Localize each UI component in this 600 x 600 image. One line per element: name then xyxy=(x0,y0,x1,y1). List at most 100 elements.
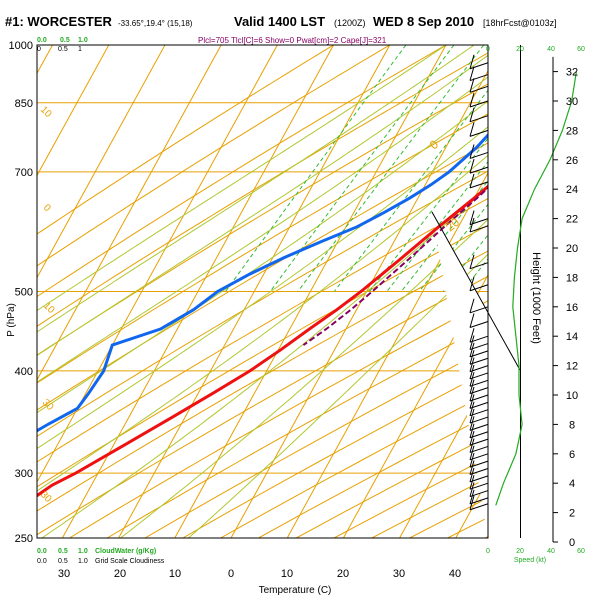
height-tick-label: 16 xyxy=(566,302,578,314)
speed-tick-top: 20 xyxy=(516,46,524,53)
wind-barb xyxy=(469,416,489,424)
moist-adiabat-lines xyxy=(37,45,488,538)
wind-barb xyxy=(469,365,489,373)
dry-adiabat xyxy=(69,300,488,538)
pressure-tick-label: 850 xyxy=(15,98,33,110)
temperature-tick-label: 20 xyxy=(337,568,349,580)
wind-barb-flag xyxy=(469,386,475,402)
dry-adiabat xyxy=(106,324,488,538)
wind-barb xyxy=(469,350,489,358)
cloud-scale-bottom: 0.0 0.5 1.0 CloudWater (g/Kg) 0.0 0.5 1.… xyxy=(37,548,165,565)
cloudwater-caption: CloudWater (g/Kg) xyxy=(95,548,156,555)
temperature-tick-label: 40 xyxy=(449,568,461,580)
mixing-ratio-line xyxy=(269,45,455,292)
moist-adiabat-label: 20 xyxy=(319,536,332,549)
wind-barb-flag xyxy=(469,210,475,225)
temperature-axis: 30 20 10 0 10 20 30 40 xyxy=(58,568,461,580)
height-axis-label: Height (1000 Feet) xyxy=(530,252,542,344)
pressure-tick-label: 500 xyxy=(15,287,33,299)
wind-barb xyxy=(469,460,489,468)
temperature-tick-label: 30 xyxy=(58,568,70,580)
cloudwater-tick-bottom: 1.0 xyxy=(78,548,88,555)
temperature-tick-label: 0 xyxy=(228,568,234,580)
speed-tick-bottom: 40 xyxy=(547,548,555,555)
height-tick-label: 32 xyxy=(566,67,578,79)
moist-adiabat xyxy=(37,154,488,492)
wind-barb-flag xyxy=(469,254,475,269)
wind-barb-flag xyxy=(469,335,475,350)
moist-adiabat-label: 15 xyxy=(283,536,296,549)
wind-barbs xyxy=(469,54,489,511)
wind-barb xyxy=(469,445,489,453)
wind-barb xyxy=(469,409,489,417)
wind-barb-flag xyxy=(469,313,475,328)
wind-barb-flag xyxy=(469,438,475,453)
moist-adiabat-label: 20 xyxy=(363,536,376,549)
dry-adiabat xyxy=(37,113,488,384)
wind-barb xyxy=(469,423,489,431)
wind-barb-flag xyxy=(469,78,475,93)
station-coords: -33.65°,19.4° (15,18) xyxy=(118,19,193,28)
temperature-tick-label: 20 xyxy=(114,568,126,580)
wind-barb-flag xyxy=(469,408,475,424)
height-tick-label: 4 xyxy=(569,478,575,490)
wind-barb-flag xyxy=(469,445,475,460)
cloudiness-tick-top: 0 xyxy=(37,46,41,53)
cloudiness-tick-bottom: 0.0 xyxy=(37,558,47,565)
isotherm xyxy=(118,45,391,538)
wind-barb-flag xyxy=(469,482,475,497)
moist-adiabat xyxy=(37,45,475,333)
wind-barb xyxy=(469,85,489,93)
wind-barb-flag xyxy=(469,379,475,394)
dry-adiabat xyxy=(144,347,488,538)
wind-barb-flag xyxy=(469,453,475,468)
wind-barb xyxy=(469,262,489,270)
wind-barb-flag xyxy=(469,144,475,159)
wind-barb-flag xyxy=(469,489,475,505)
height-tick-label: 30 xyxy=(566,96,578,108)
isotherm xyxy=(286,171,488,538)
speed-tick-top: 40 xyxy=(547,46,555,53)
wind-barb xyxy=(469,503,489,511)
forecast-hour: [18hrFcst@0103z] xyxy=(483,18,557,28)
wind-barb-flag xyxy=(469,357,475,372)
valid-time: Valid 1400 LST xyxy=(234,14,325,29)
mixing-ratio-line xyxy=(442,234,488,292)
wind-barb xyxy=(469,151,489,159)
dry-adiabat xyxy=(37,250,488,512)
wind-barb xyxy=(469,335,489,343)
wind-barb-flag xyxy=(469,364,475,380)
speed-tick-bottom: 60 xyxy=(577,548,585,555)
wind-barb-flag xyxy=(469,350,475,365)
utc-time: (1200Z) xyxy=(334,18,366,28)
wind-barb xyxy=(469,115,489,123)
dry-adiabat xyxy=(37,275,488,536)
wind-barb xyxy=(469,129,489,137)
wind-barb xyxy=(469,497,489,505)
pressure-axis: 250 300 400 500 700 850 1000 xyxy=(9,40,33,545)
wind-barb xyxy=(469,431,489,439)
wind-barb-flag xyxy=(469,467,475,482)
cloudiness-tick-top: 0.5 xyxy=(58,46,68,53)
wind-barb xyxy=(469,321,489,328)
wind-barb-flag xyxy=(469,342,475,358)
wind-barb xyxy=(469,357,489,365)
wind-barb xyxy=(469,379,489,387)
wind-barb xyxy=(469,401,489,409)
wind-barb-flag xyxy=(469,173,475,188)
wind-barb xyxy=(469,490,489,498)
isotherm xyxy=(37,45,110,177)
x-axis-label: Temperature (C) xyxy=(259,585,332,596)
parcel-line xyxy=(302,186,488,346)
wind-panel-divider xyxy=(431,211,521,371)
moist-adiabat xyxy=(37,45,447,312)
speed-axis-bottom: 0 20 40 60 Speed (kt) xyxy=(486,548,585,564)
moist-adiabat xyxy=(37,76,488,383)
mixing-ratio-lines xyxy=(225,45,488,292)
isotherm xyxy=(399,376,488,538)
moist-adiabat xyxy=(37,126,488,450)
dry-adiabat xyxy=(37,170,488,437)
cloudwater-tick-bottom: 0.5 xyxy=(58,548,68,555)
wind-barb xyxy=(469,218,489,226)
